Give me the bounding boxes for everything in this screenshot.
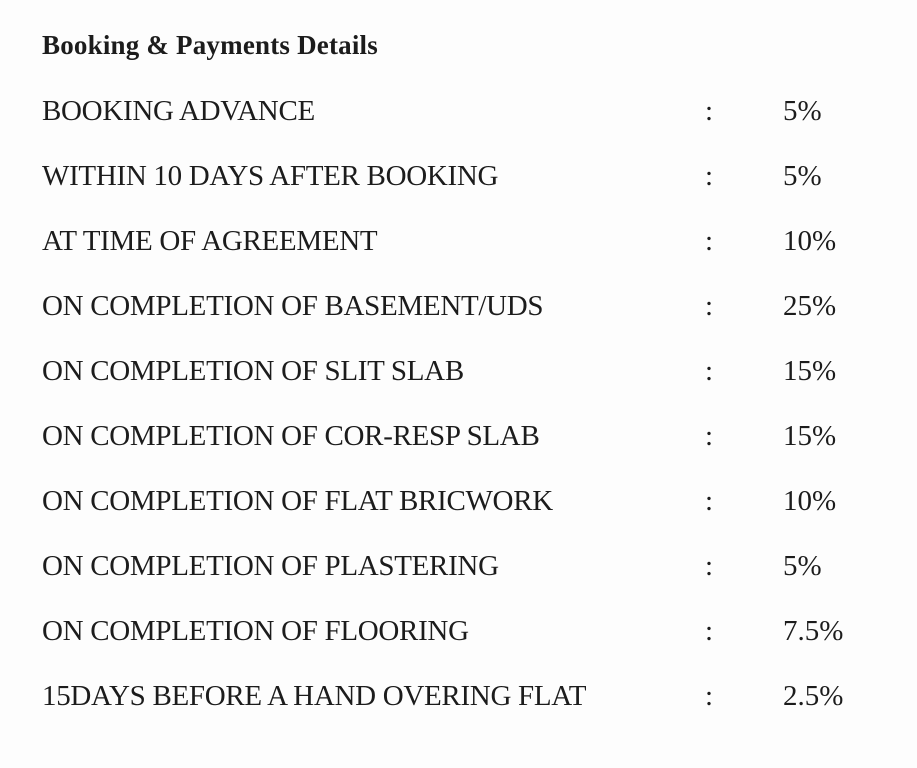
payment-stage-label: ON COMPLETION OF SLIT SLAB <box>42 355 464 387</box>
payment-row: ON COMPLETION OF BASEMENT/UDS : 25% <box>0 274 917 339</box>
payment-percentage-value: 15% <box>783 355 837 387</box>
payment-stage-label: 15DAYS BEFORE A HAND OVERING FLAT <box>42 680 587 712</box>
payment-row: WITHIN 10 DAYS AFTER BOOKING : 5% <box>0 144 917 209</box>
payment-percentage-value: 5% <box>783 160 822 192</box>
colon-separator: : <box>705 550 714 582</box>
payment-row: ON COMPLETION OF FLAT BRICWORK : 10% <box>0 469 917 534</box>
payment-percentage-value: 10% <box>783 485 837 517</box>
payment-stage-label: ON COMPLETION OF BASEMENT/UDS <box>42 290 544 322</box>
payment-stage-label: AT TIME OF AGREEMENT <box>42 225 378 257</box>
payment-stage-label: BOOKING ADVANCE <box>42 95 315 127</box>
payment-schedule-list: BOOKING ADVANCE : 5% WITHIN 10 DAYS AFTE… <box>0 79 917 729</box>
payment-row: ON COMPLETION OF COR-RESP SLAB : 15% <box>0 404 917 469</box>
colon-separator: : <box>705 225 714 257</box>
colon-separator: : <box>705 290 714 322</box>
payment-percentage-value: 5% <box>783 95 822 127</box>
page-title: Booking & Payments Details <box>42 30 378 60</box>
payment-row: 15DAYS BEFORE A HAND OVERING FLAT : 2.5% <box>0 664 917 729</box>
payment-stage-label: ON COMPLETION OF PLASTERING <box>42 550 499 582</box>
payment-percentage-value: 7.5% <box>783 615 844 647</box>
colon-separator: : <box>705 680 714 712</box>
colon-separator: : <box>705 485 714 517</box>
colon-separator: : <box>705 355 714 387</box>
payment-row: ON COMPLETION OF PLASTERING : 5% <box>0 534 917 599</box>
payment-row: ON COMPLETION OF FLOORING : 7.5% <box>0 599 917 664</box>
payment-stage-label: ON COMPLETION OF FLAT BRICWORK <box>42 485 553 517</box>
payment-percentage-value: 15% <box>783 420 837 452</box>
colon-separator: : <box>705 160 714 192</box>
payment-percentage-value: 10% <box>783 225 837 257</box>
colon-separator: : <box>705 615 714 647</box>
payment-stage-label: ON COMPLETION OF COR-RESP SLAB <box>42 420 540 452</box>
payment-stage-label: ON COMPLETION OF FLOORING <box>42 615 469 647</box>
payment-stage-label: WITHIN 10 DAYS AFTER BOOKING <box>42 160 499 192</box>
payment-percentage-value: 25% <box>783 290 837 322</box>
colon-separator: : <box>705 420 714 452</box>
payment-row: AT TIME OF AGREEMENT : 10% <box>0 209 917 274</box>
payment-percentage-value: 2.5% <box>783 680 844 712</box>
payment-row: BOOKING ADVANCE : 5% <box>0 79 917 144</box>
payment-row: ON COMPLETION OF SLIT SLAB : 15% <box>0 339 917 404</box>
colon-separator: : <box>705 95 714 127</box>
payment-percentage-value: 5% <box>783 550 822 582</box>
